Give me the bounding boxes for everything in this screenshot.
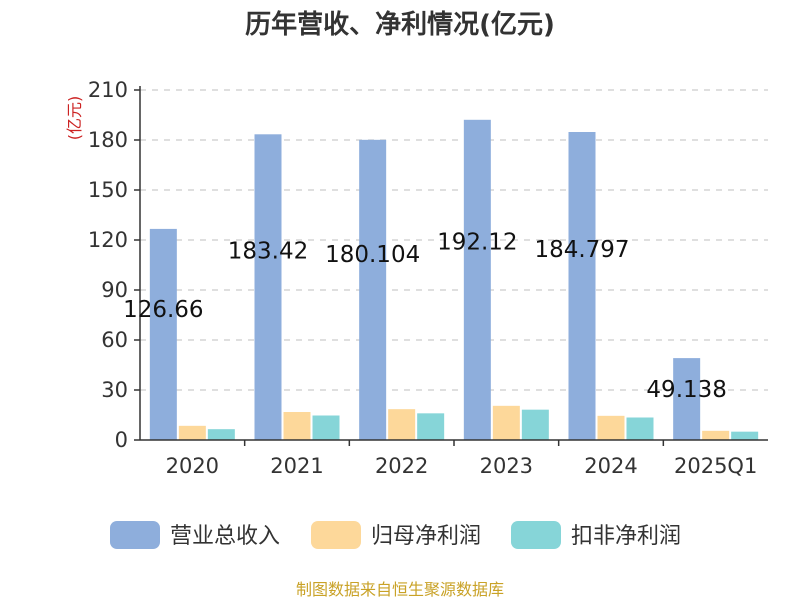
bar — [388, 409, 416, 440]
data-label: 180.104 — [325, 242, 420, 268]
y-tick-label: 90 — [101, 278, 128, 302]
y-tick-label: 120 — [88, 228, 128, 252]
x-tick-label: 2022 — [375, 454, 428, 478]
legend-label: 归母净利润 — [371, 524, 481, 549]
chart-title: 历年营收、净利情况(亿元) — [245, 9, 555, 40]
bar — [597, 415, 625, 440]
bar — [521, 409, 549, 440]
bar — [178, 425, 206, 440]
x-axis-ticks: 2020 2021 2022 2023 2024 2025Q1 — [166, 440, 757, 478]
bar — [568, 132, 596, 440]
bar — [254, 134, 282, 441]
legend-swatch — [110, 521, 160, 549]
bar — [283, 412, 311, 440]
bar — [463, 119, 491, 441]
grid-lines — [140, 89, 768, 391]
source-note: 制图数据来自恒生聚源数据库 — [296, 580, 504, 599]
bar — [149, 228, 177, 440]
x-tick-label: 2025Q1 — [674, 454, 757, 478]
bar — [731, 431, 759, 440]
y-axis-ticks: 0 30 60 90 120 150 180 210 — [88, 78, 140, 452]
y-tick-label: 60 — [101, 328, 128, 352]
bar — [417, 413, 445, 440]
y-tick-label: 0 — [115, 428, 128, 452]
x-tick-label: 2021 — [270, 454, 323, 478]
legend-swatch — [511, 521, 561, 549]
bar — [492, 405, 520, 440]
y-tick-label: 210 — [88, 78, 128, 102]
data-label: 126.66 — [123, 297, 203, 323]
x-tick-label: 2024 — [584, 454, 637, 478]
legend-swatch — [311, 521, 361, 549]
legend-label: 扣非净利润 — [571, 524, 681, 549]
y-tick-label: 30 — [101, 378, 128, 402]
x-tick-label: 2020 — [166, 454, 219, 478]
bar — [359, 139, 387, 440]
legend[interactable]: 营业总收入 归母净利润 扣非净利润 — [110, 521, 681, 549]
y-tick-label: 150 — [88, 178, 128, 202]
bars-group — [149, 119, 759, 441]
data-labels: 126.66 183.42 180.104 192.12 184.797 49.138 — [123, 229, 727, 403]
bar — [626, 417, 654, 440]
data-label: 192.12 — [437, 229, 517, 255]
data-label: 183.42 — [228, 238, 308, 264]
bar — [673, 358, 701, 440]
x-tick-label: 2023 — [480, 454, 533, 478]
bar — [207, 429, 235, 440]
bar — [702, 430, 730, 440]
y-tick-label: 180 — [88, 128, 128, 152]
bar — [312, 415, 340, 440]
data-label: 49.138 — [646, 377, 726, 403]
legend-label: 营业总收入 — [170, 524, 280, 549]
y-axis-unit-label: (亿元) — [65, 96, 84, 141]
data-label: 184.797 — [534, 237, 629, 263]
